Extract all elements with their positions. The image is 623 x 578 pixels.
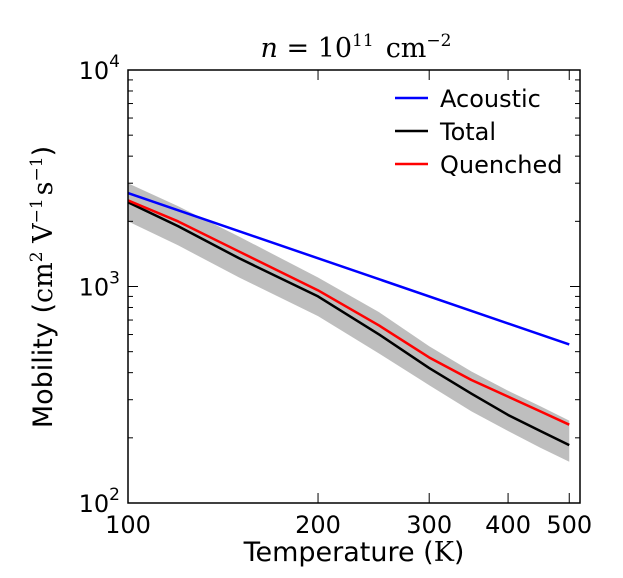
series-line-quenched xyxy=(127,199,570,426)
legend-label-total: Total xyxy=(439,118,496,146)
chart-title: n = 1011 cm−2 xyxy=(261,31,452,64)
legend-label-acoustic: Acoustic xyxy=(440,85,541,113)
y-tick-label: 104 xyxy=(79,52,120,85)
x-axis-label: Temperature (K) xyxy=(243,537,465,568)
axes-frame xyxy=(127,69,581,504)
plot-frame xyxy=(127,69,581,504)
legend: Acoustic Total Quenched xyxy=(395,85,562,179)
y-tick-label: 103 xyxy=(79,269,120,302)
series-line-acoustic xyxy=(127,191,570,346)
y-tick-label: 102 xyxy=(79,485,120,518)
series-line-total xyxy=(127,201,570,447)
plot-content xyxy=(127,183,570,462)
x-tick-label: 400 xyxy=(485,511,531,539)
tick-labels: 100 200 300 400 500 102 103 104 xyxy=(79,52,593,539)
legend-label-quenched: Quenched xyxy=(440,151,562,179)
x-tick-label: 100 xyxy=(105,511,151,539)
x-tick-label: 500 xyxy=(546,511,592,539)
uncertainty-band xyxy=(128,183,570,462)
x-tick-label: 300 xyxy=(406,511,452,539)
x-tick-label: 200 xyxy=(295,511,341,539)
y-axis-label: Mobility (cm2 V−1s−1) xyxy=(27,146,59,428)
tick-marks xyxy=(127,69,580,504)
